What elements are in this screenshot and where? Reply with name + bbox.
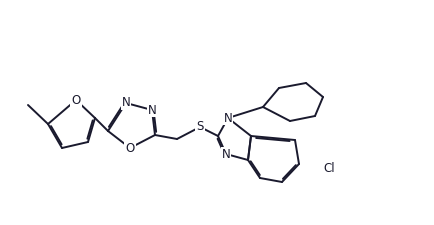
Text: N: N [122, 97, 130, 110]
Text: Cl: Cl [323, 162, 335, 175]
Text: O: O [71, 94, 81, 106]
Text: S: S [196, 121, 204, 133]
Text: N: N [148, 104, 156, 117]
Text: N: N [224, 112, 232, 124]
Text: N: N [222, 148, 230, 160]
Text: O: O [125, 142, 135, 155]
